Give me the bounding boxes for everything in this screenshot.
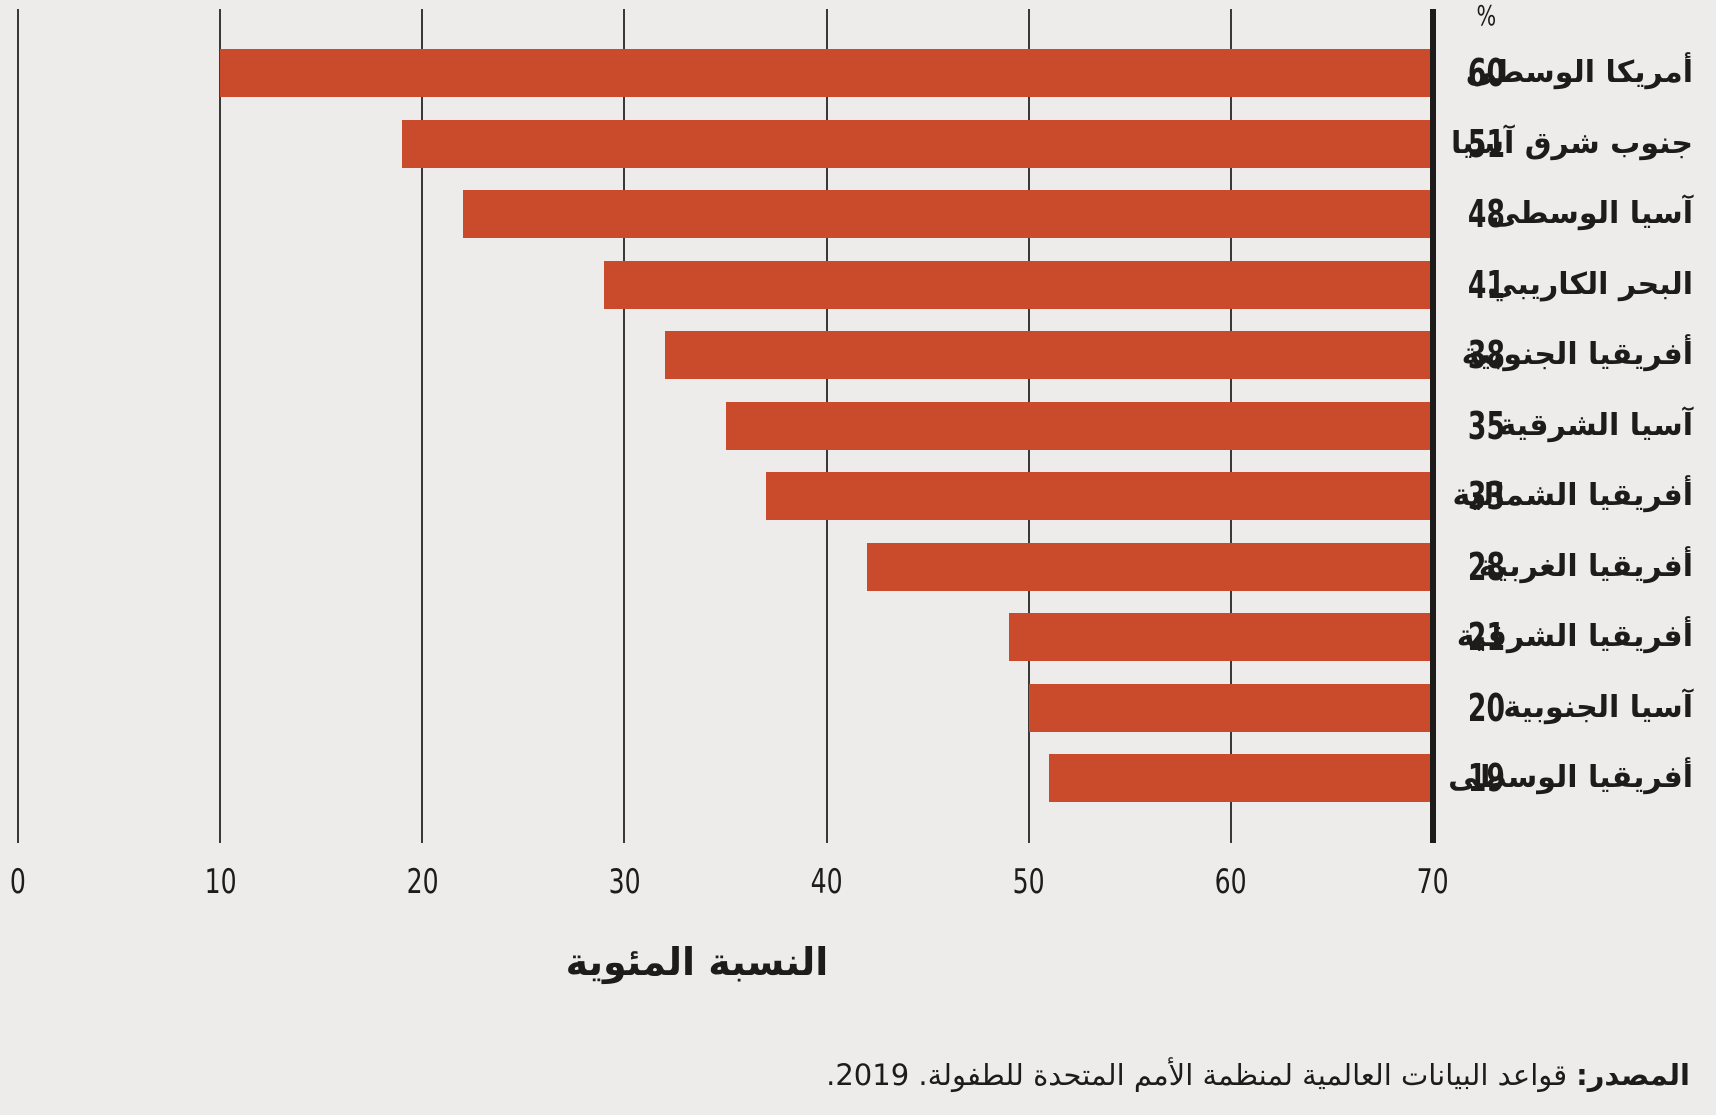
value-number: 21 [1467, 615, 1505, 659]
unit-label: % [1448, 0, 1524, 32]
x-tick-value: 30 [608, 862, 641, 902]
category-label: آسيا الجنوبية [1503, 689, 1693, 725]
gridline [219, 9, 222, 843]
x-tick-value: 10 [204, 862, 237, 902]
category-label: أفريقيا الوسطى [1448, 760, 1693, 795]
bar [402, 119, 1433, 168]
x-tick-label: 0 [0, 863, 63, 901]
bar [220, 49, 1433, 97]
value-label: 19 [1448, 755, 1524, 801]
gridline [623, 9, 626, 843]
x-tick-label: 50 [984, 863, 1074, 901]
source-note: المصدر:قواعد البيانات العالمية لمنظمة ال… [826, 1052, 1690, 1098]
x-tick-label: 60 [1186, 863, 1276, 901]
gridline [17, 9, 19, 843]
value-label: 41 [1448, 262, 1524, 308]
value-label: 48 [1448, 191, 1524, 237]
value-axis-baseline [1430, 9, 1436, 843]
x-axis-title: النسبة المئوية [565, 940, 829, 984]
bar [1008, 613, 1433, 661]
value-number: 19 [1467, 756, 1505, 800]
x-tick-label: 40 [782, 863, 872, 901]
x-tick-label: 10 [175, 863, 265, 901]
category-label: أفريقيا الجنوبية [1461, 337, 1693, 372]
category-label: أفريقيا الشرقية [1456, 619, 1693, 654]
value-number: 51 [1467, 121, 1505, 166]
x-tick-value: 20 [406, 862, 439, 902]
value-number: 20 [1467, 685, 1505, 730]
bar [604, 260, 1433, 309]
category-label: جنوب شرق آسيا [1451, 125, 1693, 161]
value-label: 35 [1448, 403, 1524, 449]
value-number: 28 [1467, 544, 1505, 589]
source-text: قواعد البيانات العالمية لمنظمة الأمم الم… [826, 1058, 1568, 1092]
bar [664, 331, 1433, 379]
category-label: أفريقيا الغربية [1478, 548, 1693, 584]
category-label: آسيا الوسطى [1489, 196, 1693, 231]
x-tick-value: 50 [1012, 862, 1045, 902]
value-number: 60 [1467, 51, 1505, 95]
bar [1028, 683, 1433, 732]
bar [462, 190, 1433, 238]
value-number: 35 [1467, 403, 1505, 448]
x-tick-value: 0 [9, 862, 26, 902]
value-number: 48 [1467, 192, 1505, 236]
gridline [421, 9, 424, 843]
value-label: 33 [1448, 473, 1524, 519]
category-label: البحر الكاريبي [1487, 266, 1693, 302]
bar [1048, 754, 1433, 802]
value-label: 51 [1448, 121, 1524, 167]
bar [867, 542, 1433, 591]
value-label: 28 [1448, 544, 1524, 590]
bar [765, 472, 1433, 520]
value-label: 60 [1448, 50, 1524, 96]
x-tick-label: 70 [1388, 863, 1478, 901]
x-tick-value: 60 [1214, 862, 1247, 902]
value-number: 33 [1467, 474, 1505, 518]
x-tick-value: 40 [810, 862, 843, 902]
value-label: 20 [1448, 685, 1524, 731]
bar [725, 401, 1433, 450]
percent-symbol: % [1476, 0, 1496, 32]
x-tick-value: 70 [1416, 862, 1450, 902]
source-prefix: المصدر: [1576, 1058, 1690, 1092]
category-label: أمريكا الوسطى [1465, 55, 1693, 90]
value-label: 21 [1448, 614, 1524, 660]
value-label: 38 [1448, 332, 1524, 378]
category-label: آسيا الشرقية [1498, 407, 1693, 443]
category-label: أفريقيا الشمالية [1452, 478, 1693, 513]
value-number: 38 [1467, 333, 1505, 377]
x-tick-label: 20 [377, 863, 467, 901]
x-tick-label: 30 [579, 863, 669, 901]
value-number: 41 [1467, 262, 1505, 307]
